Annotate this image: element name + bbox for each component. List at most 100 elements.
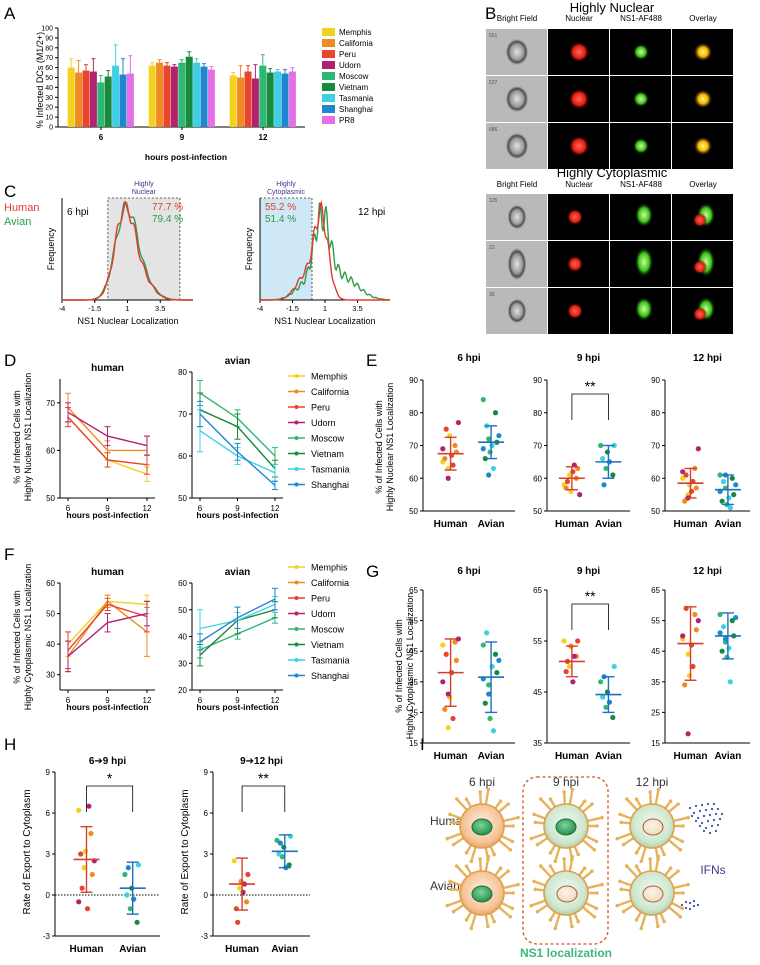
ifn-particle xyxy=(696,903,700,907)
y-axis-label-line: % of Infected Cells with xyxy=(12,590,22,684)
ifn-particle xyxy=(694,819,698,823)
cell-protrusion xyxy=(484,855,490,875)
y-tick-label: 70 xyxy=(45,55,53,62)
data-point-udorn xyxy=(695,446,701,452)
protrusion-tip xyxy=(621,909,626,914)
y-tick-label: 55 xyxy=(651,617,660,626)
y-tick-label: 55 xyxy=(409,617,418,626)
protrusion-tip xyxy=(680,906,685,911)
panel-a-bar-chart: 0 10 20 30 40 50 60 70 80 90 100 6 9 12 % Infected DC… xyxy=(35,26,374,163)
bar-peru-9 xyxy=(163,65,171,127)
data-point-peru xyxy=(563,669,569,675)
cell-protrusion xyxy=(530,898,549,907)
protrusion-tip xyxy=(486,924,490,929)
data-point-shanghai xyxy=(606,699,613,705)
ifn-particle xyxy=(710,824,714,828)
chart-title: 9 hpi xyxy=(577,566,601,577)
y-tick-label: 80 xyxy=(533,409,542,418)
x-tick-label: 12 xyxy=(143,504,152,513)
y-tick-label: 6 xyxy=(46,809,51,818)
protrusion-tip xyxy=(678,914,683,919)
y-tick-label: 90 xyxy=(409,376,418,385)
data-point-udorn xyxy=(577,492,583,498)
nuclear-stain xyxy=(567,256,583,272)
scatter-chart-2: 15 25 35 45 55 65 Human Avian 12 hpi xyxy=(651,566,750,762)
data-point-udorn xyxy=(680,633,686,639)
time-label-12hpi: 12 hpi xyxy=(636,775,669,789)
y-tick-label: 15 xyxy=(409,739,418,748)
y-tick-label: 60 xyxy=(533,474,542,483)
y-tick-label: 60 xyxy=(178,452,187,461)
cell-protrusion xyxy=(625,864,640,880)
data-point-vietnam xyxy=(494,670,500,676)
protrusion-tip xyxy=(449,887,454,892)
legend-label-memphis: Memphis xyxy=(339,28,371,37)
y-axis-label-line: Highly Nuclear NS1 Localization xyxy=(385,383,395,512)
x-tick-label: 12 xyxy=(259,133,268,142)
protrusion-tip xyxy=(678,847,683,852)
legend-label-shanghai: Shanghai xyxy=(311,480,349,490)
ifn-particle xyxy=(714,829,718,833)
panel-b-nuclear-title: Highly Nuclear xyxy=(570,0,655,15)
protrusion-tip xyxy=(445,903,450,908)
data-point-tasmania xyxy=(720,478,727,485)
ifn-particle xyxy=(688,907,692,911)
data-point-tasmania xyxy=(124,892,130,898)
protrusion-tip xyxy=(478,857,482,861)
nucleus-ns1-exported xyxy=(556,885,578,903)
data-point-shanghai xyxy=(722,636,729,642)
y-tick-label: 90 xyxy=(45,35,53,42)
y-tick-label: 3 xyxy=(46,850,51,859)
protrusion-tip xyxy=(639,926,644,931)
nucleus-ns1-exported xyxy=(642,885,664,903)
protrusion-tip xyxy=(506,802,510,806)
ifn-particle xyxy=(684,906,688,910)
protrusion-tip xyxy=(595,891,599,895)
legend-human: Human xyxy=(4,202,39,214)
scatter-chart-1: 35 45 55 65 Human Avian 9 hpi ** xyxy=(533,566,630,762)
data-point-peru xyxy=(450,462,456,468)
scatter-chart-0: 50 60 70 80 90 Human Avian 6 hpi xyxy=(409,353,515,530)
panel-letter-d: D xyxy=(4,351,16,370)
protrusion-tip xyxy=(576,919,580,924)
protrusion-tip xyxy=(686,815,690,820)
data-point-moscow xyxy=(486,436,492,442)
scatter-chart-1: -3 0 3 6 9 Human Avian 9➔12 hpi ** xyxy=(201,756,310,955)
protrusion-tip xyxy=(538,864,543,868)
y-tick-label: 0 xyxy=(49,125,53,132)
data-point-peru xyxy=(79,885,85,891)
data-point-tasmania xyxy=(135,862,142,868)
y-tick-label: 70 xyxy=(409,442,418,451)
data-point-shanghai xyxy=(486,472,492,478)
data-point-peru xyxy=(450,715,456,722)
ifn-particle xyxy=(694,804,698,808)
protrusion-tip xyxy=(600,815,604,820)
data-point-udorn xyxy=(440,446,446,452)
y-tick-label: 80 xyxy=(45,45,53,52)
data-point-vietnam xyxy=(604,449,611,455)
x-tick-label: 9 xyxy=(235,504,240,513)
overlay-nuclear xyxy=(693,307,707,321)
data-point-tasmania xyxy=(489,442,495,449)
gate-title-line: Highly xyxy=(134,181,154,188)
x-tick-label: 9 xyxy=(235,696,240,705)
ifn-particle xyxy=(708,813,712,817)
cell-protrusion xyxy=(616,898,635,907)
bar-tasmania-12 xyxy=(274,71,282,127)
bar-peru-6 xyxy=(82,70,90,127)
x-axis-label: hours post-infection xyxy=(196,702,278,712)
legend-label-udorn: Udorn xyxy=(311,418,336,428)
y-tick-label: 45 xyxy=(409,647,418,656)
protrusion-tip xyxy=(686,882,690,887)
legend-marker xyxy=(294,420,299,425)
legend-label-moscow: Moscow xyxy=(339,72,369,81)
protrusion-tip xyxy=(548,918,553,922)
scatter-chart-1: 50 60 70 80 90 Human Avian 9 hpi ** xyxy=(533,353,630,530)
column-header-bright-field: Bright Field xyxy=(497,14,537,23)
bright-field-cell xyxy=(505,132,529,160)
data-point-shanghai xyxy=(717,630,723,636)
data-point-california xyxy=(243,899,250,905)
cell-protrusion xyxy=(496,904,512,918)
highlight-9hpi-box xyxy=(522,776,609,945)
y-tick-label: 60 xyxy=(46,446,55,455)
